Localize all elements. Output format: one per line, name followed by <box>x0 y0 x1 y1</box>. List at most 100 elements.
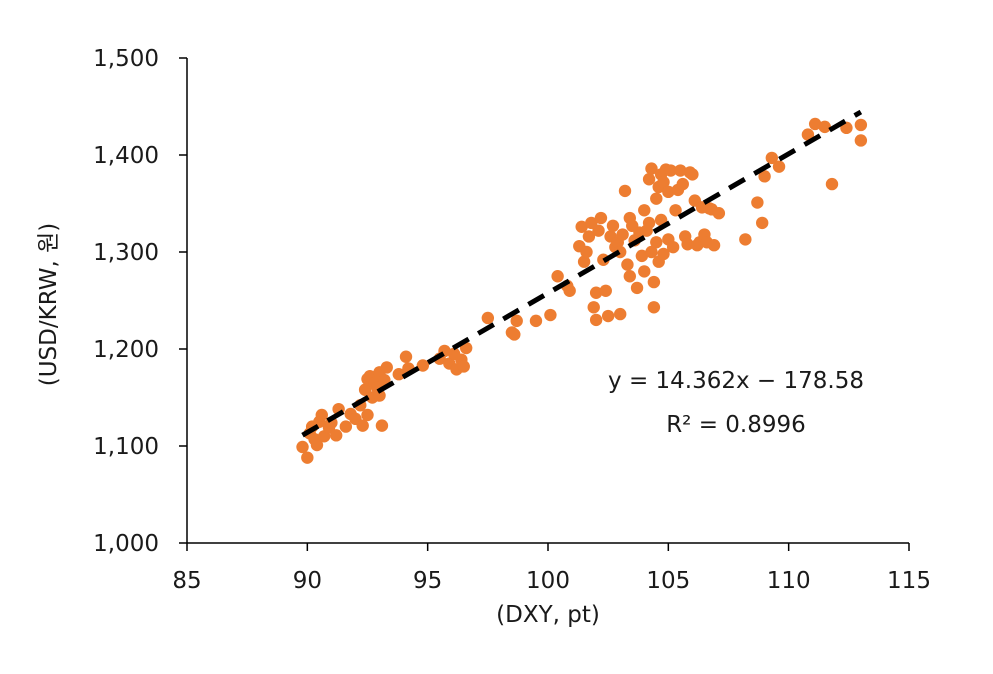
data-point <box>585 216 598 230</box>
trendline-r-squared: R² = 0.8996 <box>666 412 806 438</box>
data-point <box>378 373 391 387</box>
data-point <box>638 204 651 217</box>
data-point <box>380 361 393 374</box>
data-point <box>301 451 314 464</box>
data-point <box>481 311 495 325</box>
data-point <box>551 270 564 283</box>
data-point <box>296 440 309 454</box>
data-point <box>772 160 786 173</box>
data-point <box>416 359 430 372</box>
x-tick-label: 90 <box>293 568 322 594</box>
data-point <box>645 245 658 259</box>
data-point <box>358 383 372 396</box>
data-point <box>681 238 694 251</box>
data-point <box>647 301 661 314</box>
data-point <box>650 192 663 205</box>
data-point <box>666 240 680 254</box>
data-point <box>582 230 596 243</box>
data-point <box>310 438 324 452</box>
data-point <box>650 236 663 249</box>
x-axis-ticks: 85 90 95 100 105 110 115 <box>172 543 931 594</box>
data-point <box>339 420 353 433</box>
y-tick-label: 1,300 <box>93 240 159 266</box>
data-point <box>638 265 651 278</box>
data-point <box>508 328 521 341</box>
data-point <box>399 350 413 363</box>
data-point <box>529 314 543 328</box>
data-point <box>818 120 831 134</box>
data-point <box>657 175 670 189</box>
y-tick-label: 1,200 <box>93 337 159 363</box>
data-point <box>589 313 603 327</box>
data-point <box>544 308 557 322</box>
data-point <box>751 196 764 209</box>
data-point <box>601 309 615 323</box>
data-point <box>642 173 656 186</box>
y-tick-label: 1,500 <box>93 46 159 72</box>
x-tick-label: 105 <box>646 568 690 594</box>
data-point <box>587 301 600 314</box>
data-point <box>614 307 627 321</box>
data-point <box>825 177 839 191</box>
y-tick-label: 1,000 <box>93 531 159 557</box>
data-point <box>854 118 868 132</box>
data-point <box>392 368 405 381</box>
data-point <box>315 408 328 422</box>
data-point <box>361 408 374 422</box>
data-point <box>373 389 386 402</box>
data-point <box>801 128 815 141</box>
data-point <box>739 233 752 246</box>
data-point <box>854 134 868 147</box>
y-axis-ticks: 1,000 1,100 1,200 1,300 1,400 1,500 <box>93 46 187 557</box>
data-point <box>589 286 603 299</box>
data-point <box>599 284 612 297</box>
data-point <box>707 239 721 252</box>
data-point <box>457 360 470 373</box>
data-point <box>510 314 523 328</box>
data-point <box>647 275 661 289</box>
data-point <box>664 164 677 177</box>
x-tick-label: 95 <box>413 568 442 594</box>
data-point <box>686 168 699 181</box>
data-point <box>808 117 822 131</box>
data-point <box>758 170 771 183</box>
data-point <box>618 184 632 198</box>
data-point <box>616 228 629 241</box>
data-points <box>296 117 868 464</box>
trendline <box>301 109 863 438</box>
data-point <box>657 247 670 261</box>
data-point <box>621 258 634 271</box>
data-point <box>594 211 608 225</box>
data-point <box>676 177 689 191</box>
data-point <box>375 419 389 432</box>
y-tick-label: 1,100 <box>93 434 159 460</box>
data-point <box>592 224 605 237</box>
data-point <box>330 429 343 442</box>
y-tick-label: 1,400 <box>93 143 159 169</box>
x-axis-title: (DXY, pt) <box>496 602 600 628</box>
data-point <box>635 249 649 263</box>
data-point <box>606 219 620 233</box>
data-point <box>669 204 682 217</box>
data-point <box>765 151 779 165</box>
x-tick-label: 100 <box>526 568 570 594</box>
data-point <box>674 164 687 177</box>
x-tick-label: 110 <box>767 568 811 594</box>
data-point <box>577 255 591 268</box>
x-tick-label: 115 <box>887 568 931 594</box>
data-point <box>630 281 644 295</box>
data-point <box>575 220 588 233</box>
y-axis-title: (USD/KRW, 원) <box>36 223 62 387</box>
data-point <box>580 245 593 259</box>
data-point <box>755 216 769 230</box>
data-point <box>356 419 369 432</box>
data-point <box>642 216 656 230</box>
data-point <box>662 185 675 199</box>
trendline-equation: y = 14.362x − 178.58 <box>608 368 864 394</box>
x-tick-label: 85 <box>172 568 201 594</box>
data-point <box>645 162 658 175</box>
data-point <box>623 270 637 283</box>
data-point <box>712 207 726 220</box>
